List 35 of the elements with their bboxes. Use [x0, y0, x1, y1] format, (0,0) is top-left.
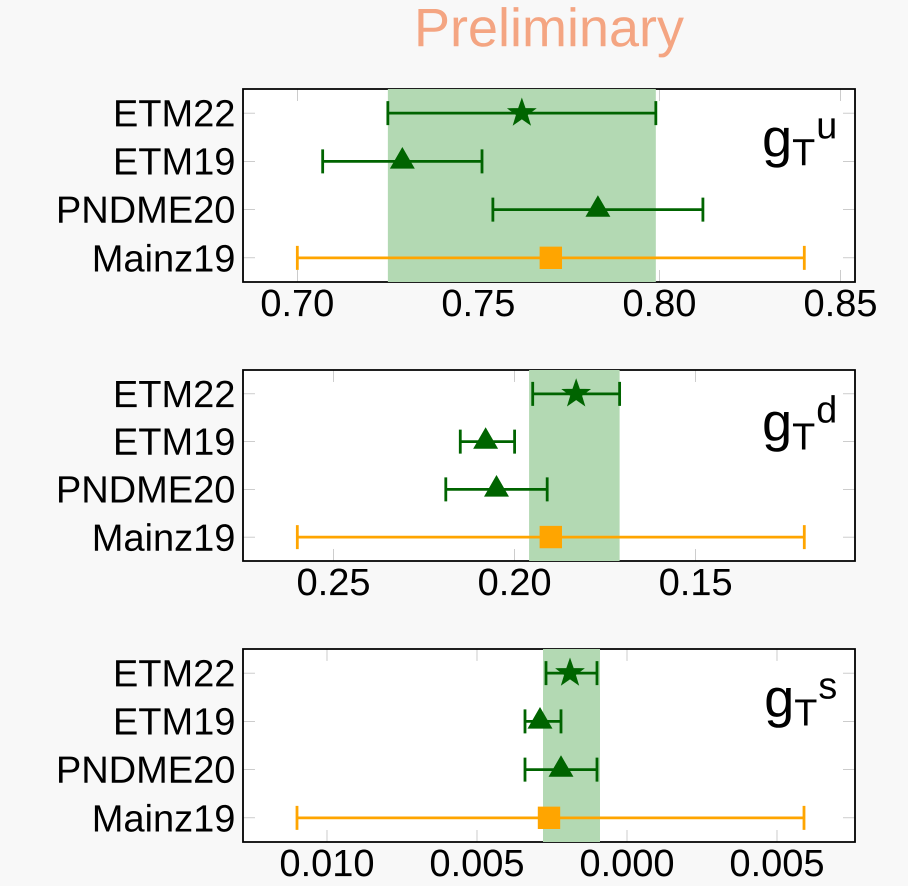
x-tick-label: 0.80: [624, 290, 695, 316]
x-tick-label: 0.005: [730, 850, 823, 876]
point: [474, 428, 498, 449]
y-tick-label: PNDME20: [59, 196, 234, 224]
point: [557, 660, 583, 684]
y-tick-label: ETM22: [116, 660, 234, 686]
x-tick-label: 0.010: [280, 850, 374, 876]
y-tick-label: ETM19: [116, 148, 234, 175]
x-tick-label: 0.005: [430, 850, 523, 876]
x-tick-label: 0.25: [298, 568, 369, 596]
y-tick-label: PNDME20: [59, 756, 234, 784]
x-tick-label: 0.85: [805, 290, 876, 316]
annotation: g$_{T}$s: [766, 678, 836, 728]
annotation: g$_{T}$u: [764, 118, 835, 168]
annotation: g$_{T}$d: [764, 395, 835, 452]
x-tick-label: 0.20: [479, 568, 550, 596]
point: [390, 148, 414, 169]
point: [484, 476, 508, 497]
x-tick-label: 0.70: [262, 290, 333, 316]
point: [540, 526, 562, 548]
y-tick-label: Mainz19: [94, 523, 234, 552]
y-tick-label: ETM22: [116, 100, 234, 126]
point: [528, 708, 552, 729]
y-tick-label: ETM19: [116, 428, 234, 456]
x-tick-label: 0.000: [580, 850, 674, 876]
y-tick-label: ETM22: [116, 380, 234, 408]
y-tick-label: PNDME20: [59, 476, 234, 503]
point: [538, 806, 560, 830]
y-tick-label: Mainz19: [94, 804, 234, 832]
y-tick-label: ETM19: [116, 708, 234, 735]
x-tick-label: 0.75: [442, 290, 514, 316]
y-tick-label: Mainz19: [94, 244, 234, 272]
chart-title: Preliminary: [418, 7, 684, 58]
point: [540, 246, 562, 270]
x-tick-label: 0.15: [660, 568, 732, 596]
